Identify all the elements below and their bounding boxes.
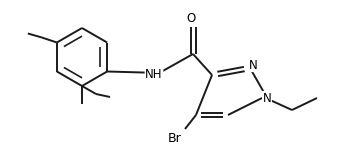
Text: O: O [186, 12, 196, 24]
Text: N: N [263, 92, 271, 104]
Text: NH: NH [145, 68, 163, 80]
Text: Br: Br [168, 132, 182, 144]
Text: N: N [249, 59, 258, 72]
